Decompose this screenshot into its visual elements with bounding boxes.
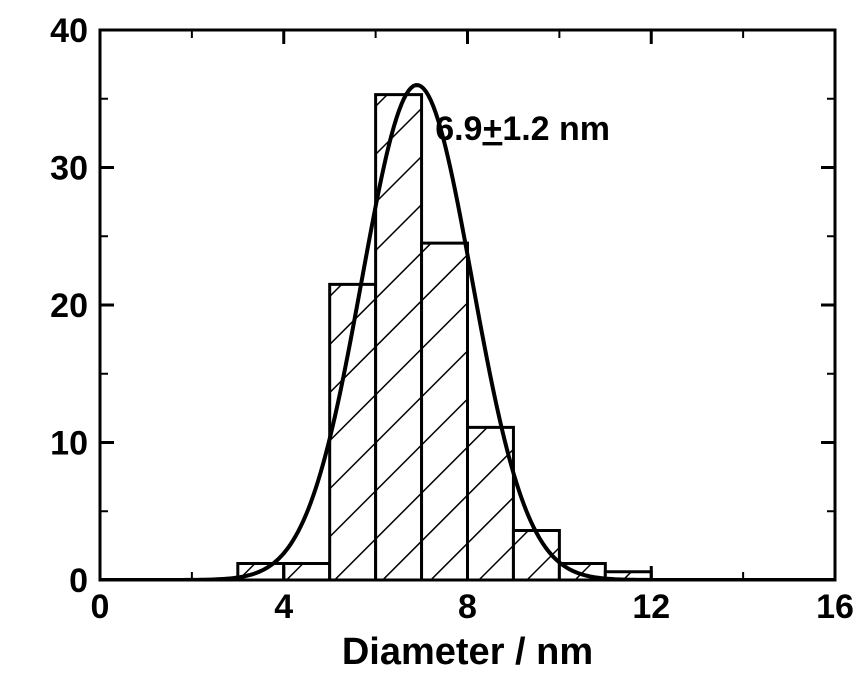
histogram-bar — [284, 564, 330, 581]
x-tick-label: 0 — [91, 588, 110, 626]
x-tick-label: 8 — [458, 588, 477, 626]
x-tick-label: 4 — [274, 588, 293, 626]
x-tick-label: 16 — [816, 588, 854, 626]
y-tick-label: 10 — [50, 425, 88, 463]
x-axis-label: Diameter / nm — [342, 631, 593, 673]
mean-annotation: 6.9+1.2 nm — [435, 110, 610, 148]
histogram-chart: 0 4 8 12 16 0 10 20 30 40 Diameter / nm 6.9+1.2 nm — [0, 0, 863, 692]
y-tick-label: 0 — [69, 562, 88, 600]
y-tick-label: 30 — [50, 150, 88, 188]
y-tick-label: 20 — [50, 287, 88, 325]
chart-svg: 0 4 8 12 16 0 10 20 30 40 Diameter / nm 6.9+1.2 nm — [0, 0, 863, 692]
x-tick-label: 12 — [632, 588, 670, 626]
y-tick-label: 40 — [50, 12, 88, 50]
histogram-bar — [422, 243, 468, 580]
